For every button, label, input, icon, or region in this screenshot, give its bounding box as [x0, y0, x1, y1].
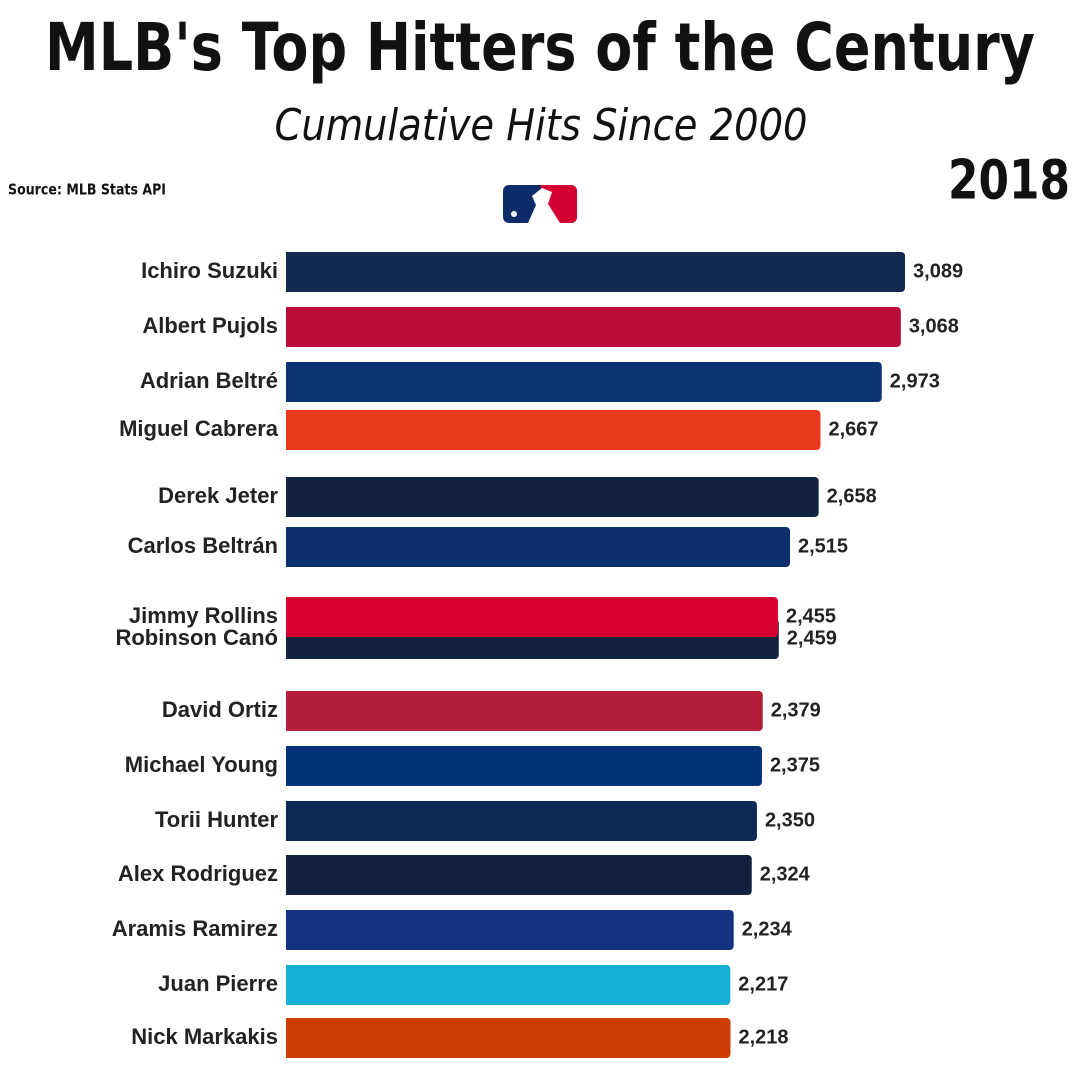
value-label: 2,218	[738, 1026, 788, 1048]
bar	[286, 477, 819, 517]
category-label: Miguel Cabrera	[119, 416, 279, 441]
value-label: 2,973	[890, 370, 940, 392]
bar	[286, 801, 757, 841]
category-label: David Ortiz	[162, 697, 278, 722]
category-label: Derek Jeter	[158, 483, 278, 508]
value-label: 2,658	[827, 485, 877, 507]
category-label: Juan Pierre	[158, 971, 278, 996]
category-label: Ichiro Suzuki	[141, 258, 278, 283]
value-label: 3,068	[909, 315, 959, 337]
value-label: 2,515	[798, 535, 848, 557]
bar	[286, 410, 821, 450]
value-label: 2,234	[742, 918, 793, 940]
category-label: Torii Hunter	[155, 807, 278, 832]
category-label: Albert Pujols	[142, 313, 278, 338]
value-label: 2,379	[771, 699, 821, 721]
category-label: Adrian Beltré	[140, 368, 278, 393]
chart-subtitle: Cumulative Hits Since 2000	[275, 100, 808, 151]
value-label: 2,455	[786, 605, 836, 627]
mlb-logo	[503, 185, 577, 223]
category-label: Michael Young	[125, 752, 278, 777]
bar	[286, 855, 752, 895]
source: Source: MLB Stats API	[8, 181, 166, 199]
bar	[286, 1018, 731, 1058]
value-label: 2,324	[760, 863, 811, 885]
category-label: Robinson Canó	[115, 625, 278, 650]
bar	[286, 746, 762, 786]
value-label: 2,667	[828, 418, 878, 440]
year-label: 2018	[948, 149, 1070, 212]
bar	[286, 252, 906, 292]
bar	[286, 307, 901, 347]
value-label: 2,375	[770, 754, 820, 776]
bar	[286, 910, 734, 950]
category-label: Nick Markakis	[131, 1024, 278, 1049]
value-label: 3,089	[913, 260, 963, 282]
bar	[286, 362, 882, 402]
category-label: Aramis Ramirez	[112, 916, 278, 941]
bar	[286, 527, 791, 567]
category-label: Carlos Beltrán	[128, 533, 278, 558]
value-label: 2,350	[765, 809, 815, 831]
bar	[286, 691, 763, 731]
value-label: 2,217	[738, 973, 788, 995]
chart-title: MLB's Top Hitters of the Century	[45, 9, 1035, 86]
category-label: Alex Rodriguez	[118, 861, 278, 886]
category-label: Jimmy Rollins	[129, 603, 278, 628]
value-label: 2,459	[787, 627, 837, 649]
bar	[286, 597, 778, 637]
bar	[286, 965, 731, 1005]
